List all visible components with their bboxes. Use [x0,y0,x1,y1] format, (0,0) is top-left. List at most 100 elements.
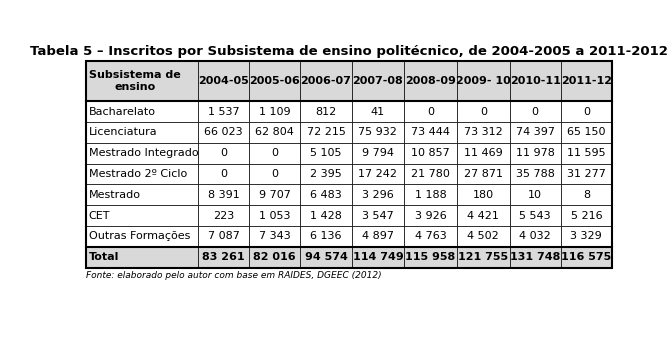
Text: 180: 180 [473,190,494,200]
Bar [300,226,352,247]
Text: Subsistema de
ensino: Subsistema de ensino [89,70,181,92]
Text: 7 343: 7 343 [259,232,291,241]
Bar [85,101,198,122]
Bar [249,122,300,143]
Bar [300,185,352,205]
Bar [300,205,352,226]
Text: 1 428: 1 428 [310,211,342,221]
Bar [249,101,300,122]
Bar [352,101,404,122]
Text: 4 032: 4 032 [520,232,551,241]
Text: 4 421: 4 421 [468,211,499,221]
Text: 72 215: 72 215 [307,127,346,138]
Bar [457,247,510,268]
Bar [404,101,457,122]
Bar [404,164,457,185]
Text: 3 296: 3 296 [362,190,394,200]
Text: 73 312: 73 312 [464,127,503,138]
Bar [561,101,612,122]
Bar [249,61,300,101]
Text: 1 188: 1 188 [415,190,446,200]
Bar [404,226,457,247]
Bar [300,61,352,101]
Text: 131 748: 131 748 [510,252,560,262]
Bar [561,226,612,247]
Bar [510,226,561,247]
Bar [352,143,404,164]
Bar [198,122,249,143]
Text: 62 804: 62 804 [255,127,294,138]
Text: 0: 0 [583,107,590,117]
Bar [300,122,352,143]
Text: 2007-08: 2007-08 [352,76,404,86]
Bar [300,247,352,268]
Text: 2011-12: 2011-12 [561,76,612,86]
Text: 812: 812 [315,107,337,117]
Bar [457,164,510,185]
Text: 2008-09: 2008-09 [405,76,456,86]
Bar [404,247,457,268]
Bar [352,226,404,247]
Bar [85,122,198,143]
Bar [510,247,561,268]
Text: 9 707: 9 707 [259,190,291,200]
Bar [352,185,404,205]
Bar [85,247,198,268]
Text: 6 483: 6 483 [310,190,342,200]
Text: 2009- 10: 2009- 10 [456,76,511,86]
Bar [85,164,198,185]
Text: 17 242: 17 242 [358,169,398,179]
Text: Mestrado Integrado: Mestrado Integrado [89,148,198,158]
Text: 11 469: 11 469 [464,148,503,158]
Text: 0: 0 [220,169,227,179]
Bar [457,205,510,226]
Text: Mestrado 2º Ciclo: Mestrado 2º Ciclo [89,169,187,179]
Bar [404,143,457,164]
Text: 73 444: 73 444 [411,127,450,138]
Text: 7 087: 7 087 [207,232,239,241]
Bar [249,185,300,205]
Text: 5 216: 5 216 [570,211,602,221]
Text: 5 543: 5 543 [520,211,551,221]
Bar [198,185,249,205]
Bar [510,101,561,122]
Text: 223: 223 [213,211,234,221]
Bar [198,226,249,247]
Text: 11 978: 11 978 [516,148,555,158]
Text: 4 502: 4 502 [468,232,499,241]
Text: Mestrado: Mestrado [89,190,141,200]
Text: 74 397: 74 397 [516,127,555,138]
Bar [85,185,198,205]
Text: 35 788: 35 788 [516,169,555,179]
Text: 2004-05: 2004-05 [198,76,249,86]
Bar [457,122,510,143]
Text: 2005-06: 2005-06 [249,76,300,86]
Bar [249,226,300,247]
Text: Bacharelato: Bacharelato [89,107,156,117]
Bar [85,61,612,268]
Text: Outras Formações: Outras Formações [89,232,190,241]
Text: 6 136: 6 136 [310,232,342,241]
Text: 2010-11: 2010-11 [510,76,561,86]
Text: 1 053: 1 053 [259,211,291,221]
Text: 83 261: 83 261 [202,252,245,262]
Text: 10: 10 [528,190,542,200]
Bar [352,61,404,101]
Bar [404,122,457,143]
Text: 0: 0 [220,148,227,158]
Bar [85,226,198,247]
Bar [457,185,510,205]
Text: 82 016: 82 016 [253,252,296,262]
Text: 9 794: 9 794 [362,148,394,158]
Bar [404,205,457,226]
Bar [198,143,249,164]
Bar [300,143,352,164]
Bar [510,164,561,185]
Bar [85,61,198,101]
Text: 8: 8 [583,190,590,200]
Bar [561,205,612,226]
Bar [561,143,612,164]
Text: CET: CET [89,211,110,221]
Bar [404,61,457,101]
Text: 10 857: 10 857 [411,148,450,158]
